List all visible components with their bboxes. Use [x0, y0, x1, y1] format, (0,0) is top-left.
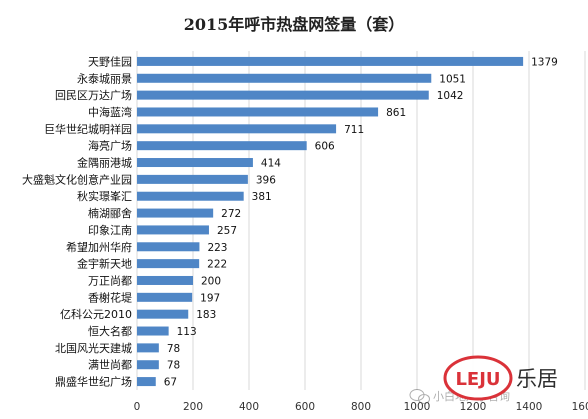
category-label: 天野佳园 — [88, 54, 132, 68]
bar — [137, 73, 432, 83]
value-label: 222 — [207, 259, 227, 271]
x-tick-label: 400 — [239, 401, 259, 413]
category-label: 满世尚都 — [88, 358, 132, 372]
bar — [137, 377, 156, 387]
x-tick-label: 1400 — [516, 401, 543, 413]
bar — [137, 90, 429, 100]
value-label: 78 — [167, 343, 180, 355]
value-label: 381 — [252, 191, 272, 203]
wechat-icon — [409, 389, 430, 404]
bar — [137, 259, 200, 269]
bar — [137, 343, 159, 353]
bar — [137, 225, 209, 235]
x-tick-label: 1600 — [572, 401, 588, 413]
bar — [137, 309, 189, 319]
category-label: 金宇新天地 — [77, 257, 132, 271]
value-label: 183 — [196, 309, 216, 321]
x-tick-label: 1200 — [460, 401, 487, 413]
bar — [137, 242, 200, 252]
x-tick-label: 200 — [183, 401, 203, 413]
value-label: 113 — [177, 326, 197, 338]
leju-brand-text: 乐居 — [516, 367, 558, 391]
value-label: 197 — [200, 292, 220, 304]
value-label: 1051 — [439, 73, 466, 85]
bar — [137, 56, 524, 66]
bar — [137, 107, 379, 117]
bar — [137, 326, 169, 336]
value-label: 396 — [256, 174, 276, 186]
bar — [137, 360, 159, 370]
value-label: 1042 — [437, 90, 464, 102]
category-label: 印象江南 — [88, 224, 132, 237]
category-label: 回民区万达广场 — [55, 88, 132, 102]
x-axis-tick-labels: 0 200 400 600 800 1000 1200 1400 1600 — [134, 401, 588, 413]
leju-logo-icon — [443, 355, 513, 401]
value-label: 606 — [315, 141, 335, 153]
x-tick-label: 0 — [134, 401, 141, 413]
category-label: 亿科公元2010 — [60, 307, 132, 321]
bar — [137, 141, 307, 151]
x-tick-label: 800 — [351, 401, 371, 413]
category-label: 海亮广场 — [88, 139, 132, 153]
category-label: 中海蓝湾 — [88, 105, 132, 119]
category-label: 万正尚都 — [88, 273, 132, 287]
value-label: 223 — [207, 242, 227, 254]
value-label: 414 — [261, 158, 281, 170]
bars — [137, 56, 524, 387]
bar — [137, 158, 253, 168]
value-label: 200 — [201, 275, 221, 287]
value-label: 78 — [167, 360, 180, 372]
x-tick-label: 600 — [295, 401, 315, 413]
category-label: 秋实璟峯汇 — [77, 189, 132, 203]
category-label: 香榭花堤 — [88, 290, 132, 304]
category-label: 鼎盛华世纪广场 — [55, 375, 132, 389]
value-label: 1379 — [531, 56, 558, 68]
chart-title: 2015年呼市热盘网签量（套） — [184, 15, 405, 34]
gridlines — [136, 51, 586, 390]
bar — [137, 275, 193, 285]
category-label: 楠湖郦舍 — [88, 206, 132, 220]
bar — [137, 174, 248, 184]
value-label: 861 — [386, 107, 406, 119]
value-label: 272 — [221, 208, 241, 220]
category-label: 北国风光天建城 — [55, 341, 132, 355]
category-label: 巨华世纪城明祥园 — [44, 122, 132, 136]
value-label: 67 — [164, 377, 177, 389]
category-labels: 天野佳园永泰城丽景回民区万达广场中海蓝湾巨华世纪城明祥园海亮广场金隅丽港城大盛魁… — [22, 54, 132, 388]
bar — [137, 124, 337, 134]
bar — [137, 208, 214, 218]
value-label: 711 — [344, 124, 364, 136]
x-tick-label: 1000 — [404, 401, 431, 413]
bar — [137, 292, 193, 302]
category-label: 希望加州华府 — [66, 240, 132, 254]
value-label: 257 — [217, 225, 237, 237]
category-label: 大盛魁文化创意产业园 — [22, 172, 132, 186]
category-label: 永泰城丽景 — [77, 71, 132, 85]
value-labels: 1379 1051 1042 861 711 606 414 396 381 272 257 223 2… — [164, 56, 558, 388]
bar — [137, 191, 244, 201]
category-label: 金隅丽港城 — [77, 156, 132, 170]
category-label: 恒大名都 — [88, 324, 132, 338]
leju-logo-text: LEJU — [455, 369, 500, 390]
watermark: 小白地产小咨询 LEJU 乐居 — [409, 355, 558, 404]
